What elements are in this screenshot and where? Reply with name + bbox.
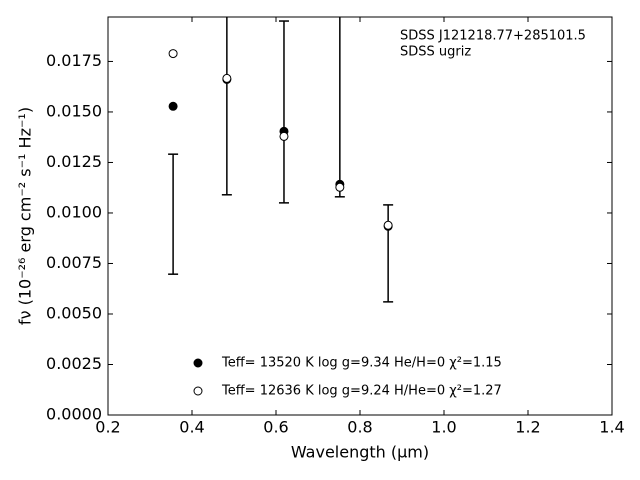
- y-tick-label: 0.0175: [46, 51, 102, 70]
- annotation: SDSS J121218.77+285101.5: [400, 29, 586, 44]
- x-tick-label: 0.6: [263, 418, 288, 437]
- annotation: SDSS ugriz: [400, 45, 471, 60]
- x-axis-label: Wavelength (μm): [291, 443, 429, 462]
- y-axis-label: fν (10⁻²⁶ erg cm⁻² s⁻¹ Hz⁻¹): [16, 107, 35, 325]
- error-bar: [278, 20, 289, 204]
- y-tick-label: 0.0100: [46, 202, 102, 221]
- point: [222, 73, 232, 83]
- y-tick-label: 0.0075: [46, 253, 102, 272]
- point: [168, 101, 178, 111]
- legend-marker: [193, 386, 203, 396]
- point: [279, 131, 289, 141]
- legend-label: Teff= 13520 K log g=9.34 He/H=0 χ²=1.15: [221, 356, 502, 371]
- y-tick-label: 0.0050: [46, 303, 102, 322]
- x-tick-label: 1.2: [515, 418, 540, 437]
- error-bar: [221, 17, 232, 196]
- x-tick-label: 0.4: [179, 418, 204, 437]
- point: [335, 182, 345, 192]
- y-tick-label: 0.0150: [46, 101, 102, 120]
- point: [383, 220, 393, 230]
- x-tick-label: 1.4: [599, 418, 624, 437]
- error-bar: [383, 204, 394, 303]
- legend-marker: [193, 358, 203, 368]
- x-tick-label: 0.8: [347, 418, 372, 437]
- y-tick-label: 0.0000: [46, 405, 102, 424]
- y-tick-label: 0.0125: [46, 152, 102, 171]
- error-bar: [168, 153, 179, 275]
- legend-label: Teff= 12636 K log g=9.24 H/He=0 χ²=1.27: [221, 384, 502, 399]
- point: [168, 49, 178, 59]
- plot-area: [168, 17, 394, 303]
- y-tick-label: 0.0025: [46, 354, 102, 373]
- error-bar: [334, 17, 345, 198]
- x-tick-label: 1.0: [431, 418, 456, 437]
- x-tick-label: 0.2: [95, 418, 120, 437]
